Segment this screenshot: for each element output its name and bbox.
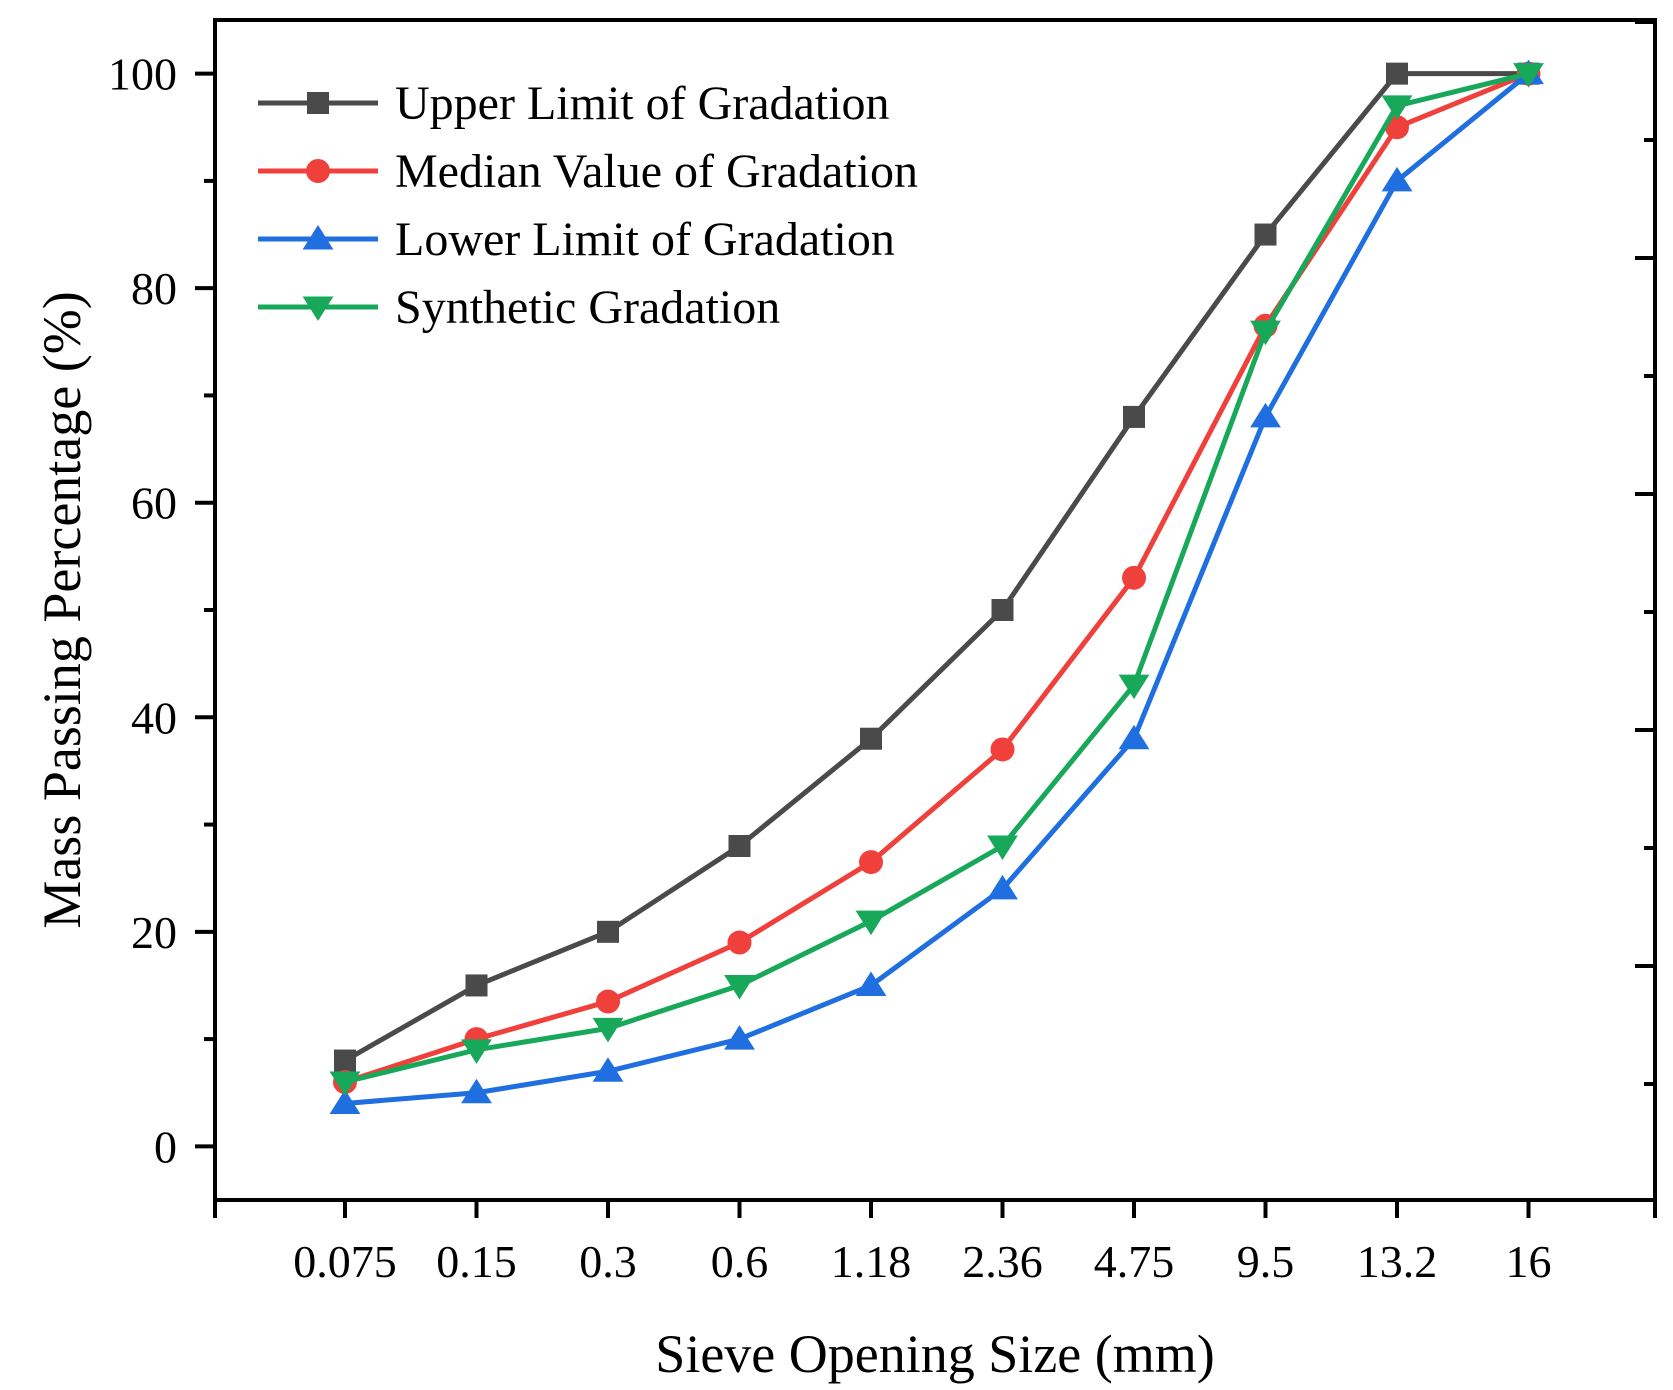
series-2-point-2 — [592, 1057, 624, 1082]
series-3-point-2 — [592, 1017, 624, 1043]
legend: Upper Limit of Gradation Median Value of … — [258, 77, 918, 334]
x-tick-label-6: 4.75 — [1094, 1236, 1175, 1287]
series-1-point-5 — [990, 737, 1015, 762]
series-0-point-8 — [1386, 62, 1408, 85]
y-tick-label-4: 80 — [131, 263, 177, 314]
series-2-point-7 — [1250, 402, 1281, 428]
legend-marker-1 — [306, 159, 330, 183]
legend-label-0: Upper Limit of Gradation — [395, 77, 890, 130]
series-1-point-4 — [859, 850, 883, 875]
series-3-point-9 — [1513, 63, 1544, 88]
series-1-point-3 — [727, 930, 752, 955]
series-3-point-4 — [855, 910, 887, 936]
x-tick-label-9: 16 — [1506, 1236, 1552, 1287]
series-0-point-1 — [465, 974, 488, 997]
legend-item-0: Upper Limit of Gradation — [258, 77, 890, 130]
x-tick-label-2: 0.3 — [579, 1236, 637, 1287]
series-2 — [329, 59, 1544, 1114]
series-0 — [334, 62, 1540, 1072]
x-axis-title: Sieve Opening Size (mm) — [655, 1324, 1214, 1384]
x-tick-label-3: 0.6 — [711, 1236, 769, 1287]
y-tick-label-0: 0 — [154, 1121, 177, 1172]
series-line-1 — [344, 71, 1530, 1085]
y-axis-ticks: 0 20 40 60 80 100 — [108, 20, 1655, 1172]
x-tick-label-5: 2.36 — [962, 1236, 1043, 1287]
x-axis-ticks: 0.075 0.15 0.3 0.6 1.18 2.36 4.75 9.5 13.2 16 — [213, 1200, 1657, 1287]
legend-marker-0 — [307, 92, 329, 114]
series-0-point-5 — [991, 599, 1014, 621]
series-layer — [329, 59, 1544, 1114]
x-tick-label-4: 1.18 — [831, 1236, 912, 1287]
series-3 — [329, 63, 1544, 1096]
series-2-point-6 — [1118, 724, 1150, 750]
series-0-point-2 — [597, 920, 619, 943]
series-2-point-0 — [329, 1089, 361, 1114]
legend-marker-3 — [302, 296, 334, 321]
series-0-point-0 — [334, 1049, 356, 1072]
series-3-point-1 — [461, 1039, 492, 1064]
legend-item-3: Synthetic Gradation — [258, 281, 780, 334]
legend-marker-2 — [302, 225, 334, 250]
series-3-point-6 — [1118, 674, 1150, 700]
series-line-3 — [344, 71, 1530, 1085]
series-2-point-1 — [461, 1078, 492, 1104]
x-tick-label-7: 9.5 — [1237, 1236, 1295, 1287]
x-tick-label-0: 0.075 — [293, 1236, 397, 1287]
series-2-point-3 — [724, 1025, 755, 1050]
series-0-point-6 — [1123, 405, 1145, 428]
series-line-0 — [343, 71, 1529, 1063]
y-tick-label-3: 60 — [131, 478, 177, 529]
series-1-point-6 — [1122, 565, 1146, 590]
series-1-point-8 — [1385, 115, 1409, 140]
legend-label-3: Synthetic Gradation — [395, 281, 780, 334]
y-tick-label-1: 20 — [131, 907, 177, 958]
y-tick-label-2: 40 — [131, 692, 177, 743]
x-tick-label-8: 13.2 — [1357, 1236, 1438, 1287]
series-0-point-7 — [1254, 223, 1277, 246]
y-axis-title: Mass Passing Percentage (%) — [32, 291, 92, 928]
series-1 — [333, 61, 1541, 1094]
legend-label-2: Lower Limit of Gradation — [395, 213, 895, 266]
plot-frame — [213, 18, 1657, 1202]
y-tick-label-5: 100 — [108, 49, 177, 100]
series-line-2 — [344, 71, 1531, 1106]
series-2-point-5 — [987, 874, 1018, 900]
series-2-point-8 — [1381, 166, 1413, 192]
series-0-point-3 — [728, 835, 751, 857]
series-3-point-0 — [329, 1071, 361, 1096]
series-3-point-7 — [1250, 320, 1281, 346]
legend-label-1: Median Value of Gradation — [395, 145, 918, 198]
series-3-point-3 — [724, 974, 755, 1000]
series-2-point-4 — [855, 971, 887, 996]
x-tick-label-1: 0.15 — [436, 1236, 517, 1287]
legend-item-2: Lower Limit of Gradation — [258, 213, 895, 266]
series-1-point-2 — [596, 989, 620, 1014]
series-3-point-5 — [987, 835, 1018, 860]
series-3-point-8 — [1381, 95, 1413, 120]
legend-item-1: Median Value of Gradation — [258, 145, 918, 198]
series-0-point-4 — [860, 727, 882, 750]
